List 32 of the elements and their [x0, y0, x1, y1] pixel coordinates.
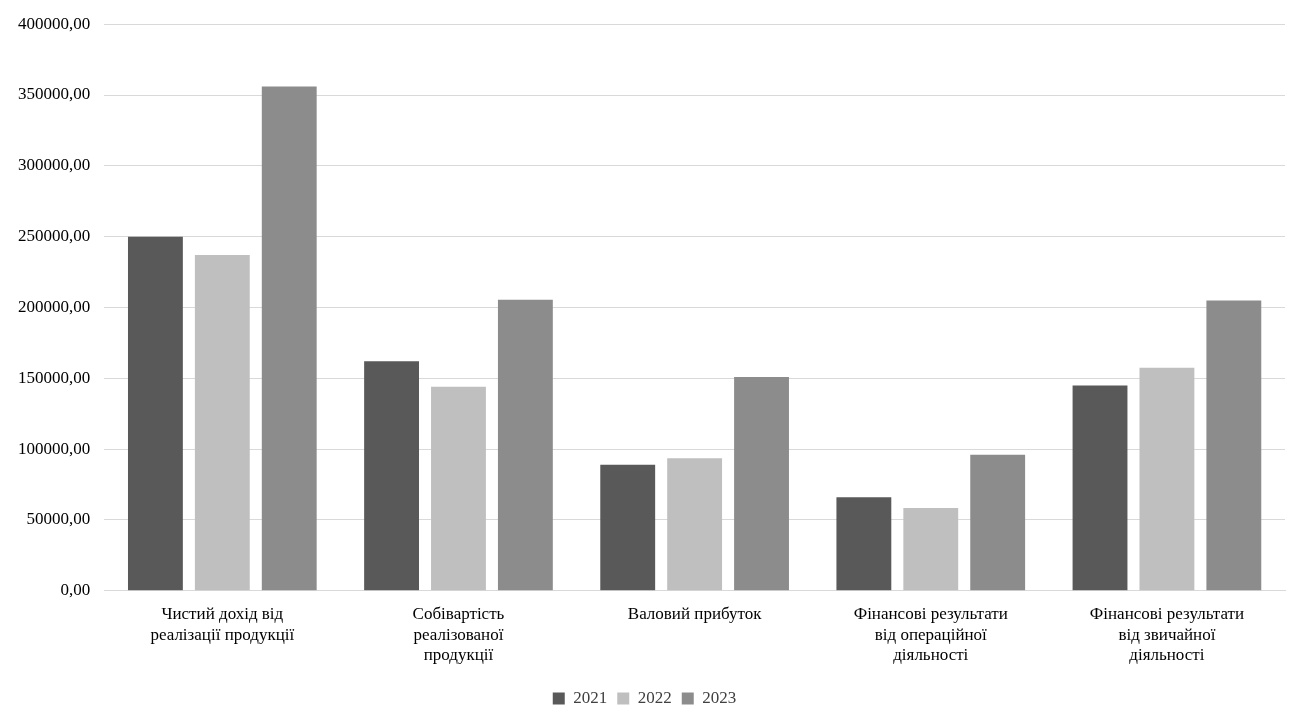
bar: [1139, 367, 1195, 591]
bar: [970, 454, 1026, 591]
y-tick-label: 200000,00: [18, 296, 91, 316]
legend-label: 2021: [573, 687, 608, 707]
y-tick-label: 350000,00: [18, 84, 91, 104]
x-tick-label: Собівартість реалізованої продукції: [412, 604, 505, 665]
legend-label: 2022: [637, 687, 672, 707]
y-tick-label: 400000,00: [18, 13, 91, 33]
bar: [667, 458, 723, 591]
bar: [364, 361, 419, 591]
bar: [600, 464, 656, 591]
y-tick-label: 50000,00: [26, 509, 91, 529]
x-tick-label: Фінансові результати від операційної діяльності: [853, 604, 1008, 665]
bar: [1072, 385, 1128, 591]
bar: [903, 507, 959, 591]
bar: [734, 376, 789, 591]
bar: [836, 497, 892, 591]
y-tick-label: 100000,00: [18, 438, 91, 458]
x-tick-label: Чистий дохід від реалізації продукції: [150, 604, 295, 644]
x-tick-label: Валовий прибуток: [627, 604, 763, 624]
bar: [497, 299, 553, 591]
y-tick-label: 150000,00: [18, 367, 91, 387]
bar: [431, 386, 486, 591]
legend-label: 2023: [702, 687, 737, 707]
bar: [127, 236, 183, 591]
bar: [1206, 300, 1262, 591]
bar: [194, 255, 250, 591]
bar: [261, 86, 317, 591]
y-tick-label: 250000,00: [18, 226, 91, 246]
y-tick-label: 0,00: [60, 580, 91, 600]
y-tick-label: 300000,00: [18, 155, 91, 175]
x-tick-label: Фінансові результати від звичайної діяльності: [1089, 604, 1245, 665]
